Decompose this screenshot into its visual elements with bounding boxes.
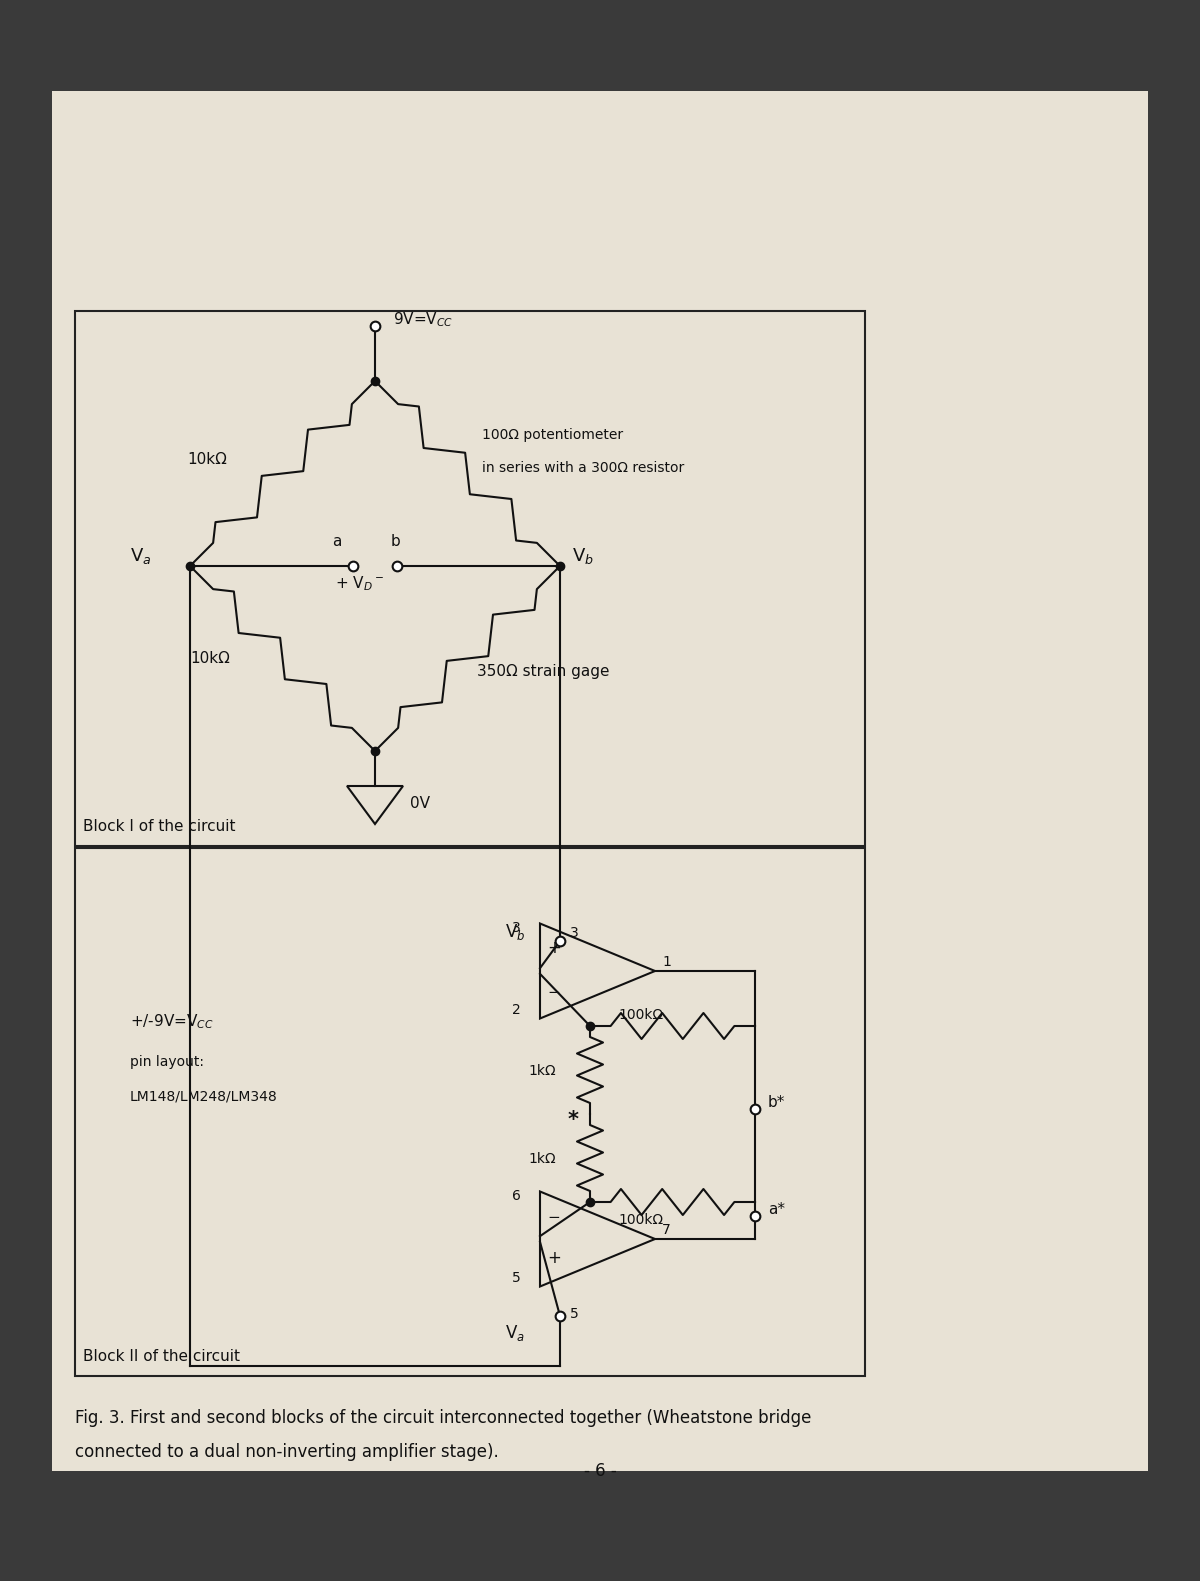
Text: 7: 7 (662, 1224, 671, 1236)
Bar (74, 311, 865, 846)
Text: 5: 5 (570, 1307, 578, 1322)
Bar (74, 847, 865, 1375)
Text: LM148/LM248/LM348: LM148/LM248/LM348 (130, 1089, 277, 1104)
Text: Block II of the circuit: Block II of the circuit (83, 1349, 240, 1364)
Text: 3: 3 (570, 926, 578, 941)
Text: 100Ω potentiometer: 100Ω potentiometer (482, 427, 624, 441)
Text: 10kΩ: 10kΩ (191, 651, 230, 667)
Text: V$_a$: V$_a$ (505, 1323, 524, 1342)
Text: V$_b$: V$_b$ (505, 922, 526, 942)
Text: V$_a$: V$_a$ (130, 545, 151, 566)
Text: $-$: $-$ (547, 983, 560, 998)
Text: 2: 2 (512, 1002, 521, 1017)
Text: + V$_D$$^-$: + V$_D$$^-$ (335, 574, 384, 593)
Text: Block I of the circuit: Block I of the circuit (83, 819, 235, 835)
Text: - 6 -: - 6 - (583, 1462, 617, 1480)
Text: Fig. 3. First and second blocks of the circuit interconnected together (Wheatsto: Fig. 3. First and second blocks of the c… (74, 1409, 811, 1428)
Text: +: + (547, 939, 560, 957)
Text: 1: 1 (662, 955, 671, 969)
Text: 6: 6 (512, 1189, 521, 1203)
Text: *: * (568, 1110, 580, 1130)
Text: 0V: 0V (410, 795, 430, 811)
Text: +/-9V=V$_{CC}$: +/-9V=V$_{CC}$ (130, 1012, 214, 1031)
Text: +: + (547, 1249, 560, 1268)
Text: $-$: $-$ (547, 1208, 560, 1224)
Text: a: a (332, 534, 341, 549)
Text: pin layout:: pin layout: (130, 1055, 204, 1069)
Text: 100kΩ: 100kΩ (618, 1213, 664, 1227)
Text: V$_b$: V$_b$ (572, 545, 594, 566)
Text: 350Ω strain gage: 350Ω strain gage (478, 664, 610, 680)
Text: 100kΩ: 100kΩ (618, 1009, 664, 1021)
Text: 9V=V$_{CC}$: 9V=V$_{CC}$ (394, 310, 454, 329)
Text: b*: b* (768, 1096, 785, 1110)
Text: a*: a* (768, 1202, 785, 1216)
Text: 10kΩ: 10kΩ (187, 452, 227, 466)
Text: 1kΩ: 1kΩ (528, 1064, 556, 1078)
FancyBboxPatch shape (52, 92, 1148, 1470)
Text: in series with a 300Ω resistor: in series with a 300Ω resistor (482, 460, 685, 474)
Text: connected to a dual non-inverting amplifier stage).: connected to a dual non-inverting amplif… (74, 1443, 499, 1461)
Text: 3: 3 (512, 920, 521, 934)
Text: b: b (391, 534, 401, 549)
Text: 1kΩ: 1kΩ (528, 1153, 556, 1167)
Text: 5: 5 (512, 1271, 521, 1284)
